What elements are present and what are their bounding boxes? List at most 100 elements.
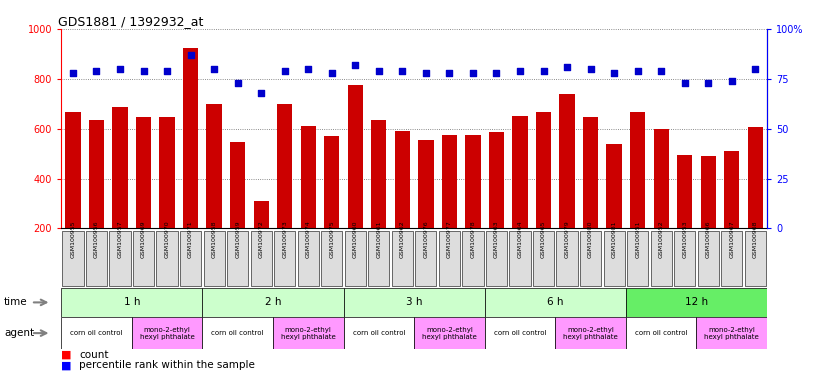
Bar	[654, 129, 669, 278]
Text: GSM100980: GSM100980	[588, 221, 593, 258]
Bar	[113, 108, 127, 278]
Text: GSM100958: GSM100958	[211, 221, 216, 258]
Text: GDS1881 / 1392932_at: GDS1881 / 1392932_at	[58, 15, 203, 28]
FancyBboxPatch shape	[61, 288, 202, 317]
FancyBboxPatch shape	[509, 231, 530, 286]
Point	[255, 89, 268, 96]
Text: mono-2-ethyl
hexyl phthalate: mono-2-ethyl hexyl phthalate	[422, 327, 477, 339]
Bar	[159, 118, 175, 278]
Bar	[348, 85, 363, 278]
Point	[608, 70, 621, 76]
Text: GSM100964: GSM100964	[517, 221, 522, 258]
FancyBboxPatch shape	[485, 288, 626, 317]
Bar	[630, 113, 645, 278]
Point	[66, 70, 79, 76]
Text: GSM100968: GSM100968	[753, 221, 758, 258]
Text: mono-2-ethyl
hexyl phthalate: mono-2-ethyl hexyl phthalate	[281, 327, 335, 339]
Text: GSM100977: GSM100977	[447, 220, 452, 258]
Bar	[560, 94, 574, 278]
Bar	[230, 142, 246, 278]
Point	[207, 66, 220, 72]
Text: GSM100974: GSM100974	[306, 220, 311, 258]
FancyBboxPatch shape	[368, 231, 389, 286]
Point	[584, 66, 597, 72]
FancyBboxPatch shape	[414, 317, 485, 349]
Text: corn oil control: corn oil control	[494, 330, 546, 336]
Text: GSM100975: GSM100975	[330, 221, 335, 258]
FancyBboxPatch shape	[626, 288, 767, 317]
Point	[725, 78, 738, 84]
Bar	[465, 135, 481, 278]
Bar	[489, 132, 504, 278]
Text: ■: ■	[61, 349, 72, 360]
Text: corn oil control: corn oil control	[70, 330, 122, 336]
Text: corn oil control: corn oil control	[635, 330, 687, 336]
FancyBboxPatch shape	[486, 231, 507, 286]
FancyBboxPatch shape	[109, 231, 131, 286]
Text: GSM100981: GSM100981	[612, 221, 617, 258]
FancyBboxPatch shape	[627, 231, 648, 286]
Text: percentile rank within the sample: percentile rank within the sample	[79, 360, 255, 371]
Bar	[136, 118, 151, 278]
FancyBboxPatch shape	[555, 317, 626, 349]
Text: 12 h: 12 h	[685, 297, 708, 308]
Text: mono-2-ethyl
hexyl phthalate: mono-2-ethyl hexyl phthalate	[563, 327, 618, 339]
Text: corn oil control: corn oil control	[211, 330, 264, 336]
Point	[678, 79, 691, 86]
FancyBboxPatch shape	[131, 317, 202, 349]
Text: GSM100959: GSM100959	[235, 221, 240, 258]
FancyBboxPatch shape	[415, 231, 437, 286]
Bar	[419, 140, 433, 278]
Text: GSM100967: GSM100967	[730, 221, 734, 258]
Bar	[536, 113, 551, 278]
Text: corn oil control: corn oil control	[353, 330, 405, 336]
Bar	[277, 104, 292, 278]
FancyBboxPatch shape	[674, 231, 695, 286]
FancyBboxPatch shape	[133, 231, 154, 286]
Text: time: time	[4, 297, 28, 308]
FancyBboxPatch shape	[203, 231, 224, 286]
Text: 6 h: 6 h	[547, 297, 564, 308]
Point	[749, 66, 762, 72]
Point	[654, 68, 667, 74]
FancyBboxPatch shape	[745, 231, 766, 286]
Point	[513, 68, 526, 74]
Text: mono-2-ethyl
hexyl phthalate: mono-2-ethyl hexyl phthalate	[140, 327, 194, 339]
FancyBboxPatch shape	[157, 231, 178, 286]
Bar	[324, 136, 339, 278]
FancyBboxPatch shape	[344, 317, 414, 349]
Text: GSM100979: GSM100979	[565, 220, 570, 258]
FancyBboxPatch shape	[273, 317, 344, 349]
Point	[490, 70, 503, 76]
FancyBboxPatch shape	[580, 231, 601, 286]
Point	[419, 70, 432, 76]
Bar	[89, 120, 104, 278]
Point	[702, 79, 715, 86]
Point	[537, 68, 550, 74]
Point	[631, 68, 644, 74]
Text: GSM100976: GSM100976	[424, 221, 428, 258]
FancyBboxPatch shape	[61, 317, 131, 349]
Bar	[183, 48, 198, 278]
Text: GSM100956: GSM100956	[94, 221, 99, 258]
Text: 3 h: 3 h	[406, 297, 423, 308]
FancyBboxPatch shape	[697, 317, 767, 349]
Text: GSM100952: GSM100952	[659, 221, 663, 258]
FancyBboxPatch shape	[439, 231, 460, 286]
Text: GSM100969: GSM100969	[141, 221, 146, 258]
Text: mono-2-ethyl
hexyl phthalate: mono-2-ethyl hexyl phthalate	[704, 327, 759, 339]
Bar	[371, 120, 387, 278]
Text: 1 h: 1 h	[123, 297, 140, 308]
Point	[467, 70, 480, 76]
Bar	[512, 116, 528, 278]
Text: 2 h: 2 h	[264, 297, 282, 308]
FancyBboxPatch shape	[298, 231, 319, 286]
Bar	[677, 155, 692, 278]
Text: GSM100972: GSM100972	[259, 220, 264, 258]
Text: GSM100962: GSM100962	[400, 221, 405, 258]
FancyBboxPatch shape	[698, 231, 719, 286]
FancyBboxPatch shape	[202, 317, 273, 349]
Text: GSM100963: GSM100963	[494, 221, 499, 258]
Bar	[701, 156, 716, 278]
Bar	[300, 126, 316, 278]
